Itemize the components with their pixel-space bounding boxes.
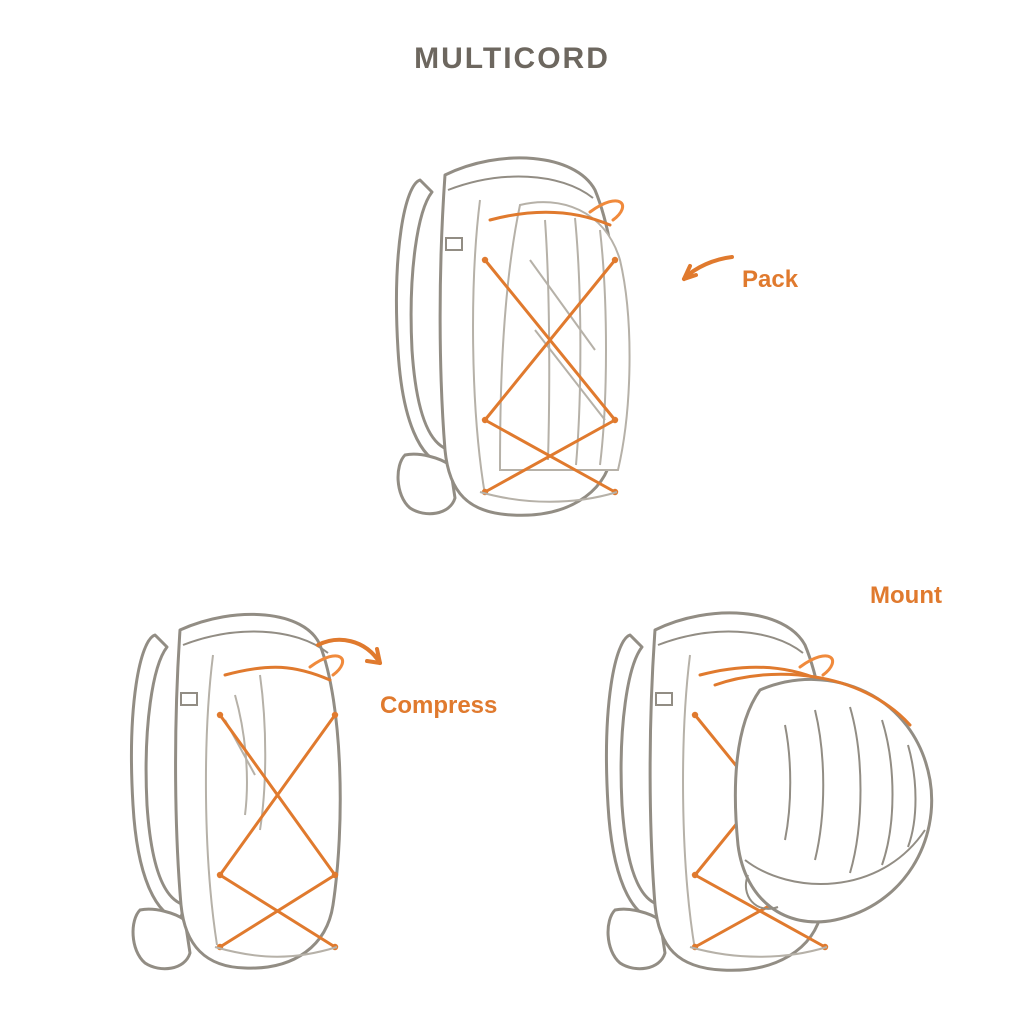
label-compress: Compress: [380, 692, 497, 720]
label-pack: Pack: [742, 266, 798, 294]
label-mount: Mount: [870, 582, 942, 610]
page-title: MULTICORD: [0, 42, 1024, 76]
panel-mount: [560, 575, 960, 985]
arrow-compress-icon: [310, 625, 400, 695]
panel-pack: [350, 120, 680, 530]
arrow-pack-icon: [670, 245, 745, 300]
infographic-canvas: MULTICORD Pack Compress Mount: [0, 0, 1024, 1024]
